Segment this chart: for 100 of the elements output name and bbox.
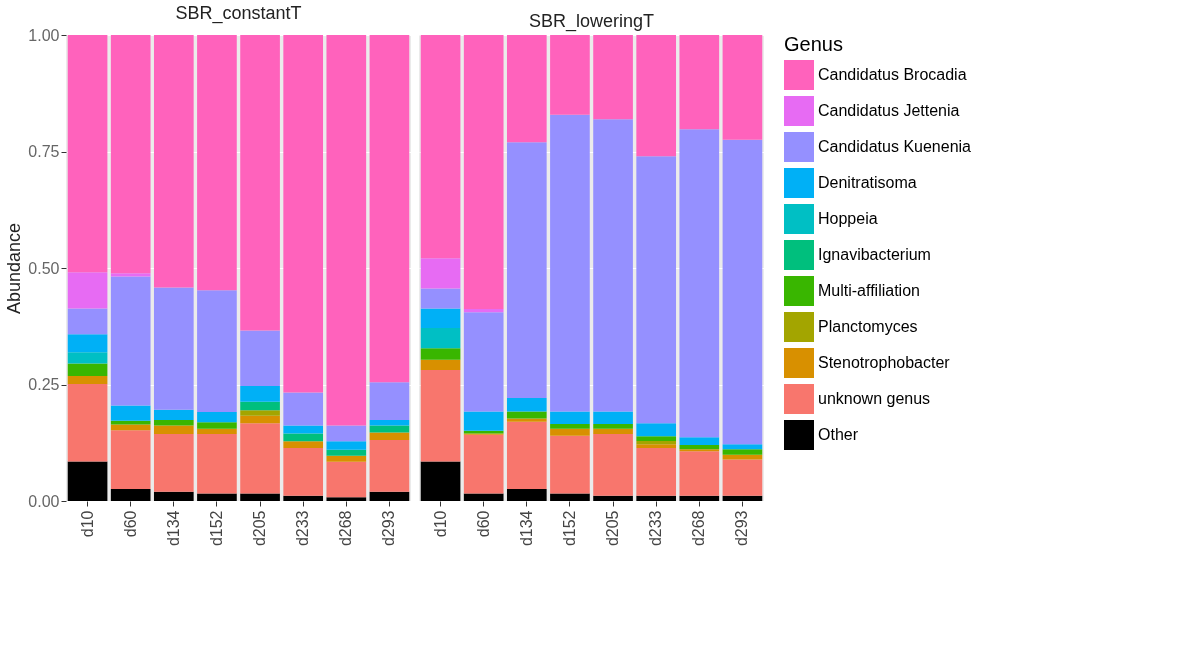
bar bbox=[369, 491, 410, 501]
bar bbox=[197, 428, 237, 434]
bar bbox=[67, 352, 108, 364]
bar bbox=[463, 312, 504, 412]
bar bbox=[593, 35, 633, 120]
bar bbox=[326, 441, 367, 450]
bar bbox=[110, 35, 151, 274]
bar bbox=[110, 276, 151, 406]
bar bbox=[463, 35, 504, 310]
bar bbox=[550, 35, 590, 115]
bar bbox=[67, 35, 108, 273]
bar bbox=[283, 35, 324, 393]
x-tick-label: d205 bbox=[251, 510, 269, 547]
bar bbox=[369, 35, 410, 383]
x-tick-label: d134 bbox=[164, 510, 182, 547]
bar bbox=[197, 433, 237, 494]
bar bbox=[240, 330, 280, 386]
bar bbox=[550, 424, 590, 429]
bar bbox=[593, 433, 633, 496]
bar bbox=[110, 488, 151, 501]
bar bbox=[420, 308, 461, 329]
bar bbox=[153, 425, 194, 434]
x-tick-label: d233 bbox=[647, 510, 665, 547]
bar bbox=[636, 447, 677, 496]
bar bbox=[153, 419, 194, 426]
x-tick-label: d205 bbox=[604, 510, 622, 547]
bar bbox=[550, 493, 590, 501]
bar bbox=[326, 35, 367, 426]
legend-label: Denitratisoma bbox=[818, 174, 917, 191]
bar bbox=[67, 376, 108, 385]
bar bbox=[420, 461, 461, 501]
bar bbox=[506, 142, 547, 399]
bar bbox=[110, 273, 151, 277]
legend-label: Candidatus Kuenenia bbox=[818, 138, 972, 155]
x-tick-label: d293 bbox=[380, 510, 398, 547]
bar bbox=[283, 433, 324, 442]
bar bbox=[506, 488, 547, 501]
legend-label: Multi-affiliation bbox=[818, 282, 920, 299]
bar bbox=[197, 411, 237, 423]
legend-label: Other bbox=[818, 426, 859, 443]
bar bbox=[593, 428, 633, 434]
bar bbox=[722, 444, 763, 450]
bar bbox=[550, 435, 590, 494]
bar bbox=[679, 451, 720, 496]
x-tick-label: d134 bbox=[517, 510, 535, 547]
bar bbox=[153, 409, 194, 420]
bar bbox=[153, 35, 194, 288]
bar bbox=[240, 415, 280, 424]
bar bbox=[593, 411, 633, 425]
bar bbox=[369, 439, 410, 492]
y-tick-label: 0.00 bbox=[28, 492, 60, 510]
bar bbox=[153, 491, 194, 501]
bar bbox=[240, 385, 280, 402]
bar bbox=[722, 35, 763, 140]
bar bbox=[153, 287, 194, 410]
bar bbox=[67, 461, 108, 501]
bar bbox=[420, 348, 461, 360]
chart-title: SBR_loweringT bbox=[528, 11, 655, 32]
bar bbox=[593, 424, 633, 429]
bar bbox=[722, 139, 763, 445]
bar bbox=[369, 432, 410, 440]
bar bbox=[722, 449, 763, 455]
chart-title: SBR_constantT bbox=[175, 3, 302, 24]
bar bbox=[722, 459, 763, 496]
bar bbox=[326, 455, 367, 462]
y-axis-title: Abundance bbox=[4, 222, 25, 315]
x-tick-label: d10 bbox=[431, 510, 449, 538]
legend-label: Planctomyces bbox=[818, 318, 918, 335]
bar bbox=[722, 495, 763, 501]
bar bbox=[550, 411, 590, 425]
x-tick-label: d152 bbox=[207, 510, 225, 547]
bar bbox=[326, 449, 367, 456]
bar bbox=[110, 430, 151, 489]
bar bbox=[506, 411, 547, 419]
bar bbox=[197, 493, 237, 501]
legend-label: Candidatus Jettenia bbox=[818, 102, 960, 119]
bar bbox=[240, 423, 280, 494]
bar bbox=[420, 370, 461, 462]
y-tick-label: 0.25 bbox=[28, 376, 60, 393]
y-tick-label: 0.50 bbox=[28, 259, 60, 277]
bar bbox=[506, 35, 547, 143]
bar bbox=[326, 497, 367, 501]
x-tick-label: d152 bbox=[560, 510, 578, 547]
bar bbox=[197, 290, 237, 412]
bar bbox=[506, 421, 547, 489]
bar bbox=[326, 425, 367, 442]
bar bbox=[679, 445, 720, 450]
bar bbox=[636, 495, 677, 501]
bar bbox=[420, 35, 461, 259]
bar bbox=[463, 411, 504, 431]
y-tick-label: 0.75 bbox=[28, 143, 60, 160]
bar bbox=[722, 454, 763, 460]
x-tick-label: d60 bbox=[474, 510, 492, 538]
bar bbox=[550, 114, 590, 412]
legend-label: Hoppeia bbox=[818, 210, 878, 227]
bar bbox=[283, 441, 324, 448]
bar bbox=[506, 418, 547, 422]
bar bbox=[636, 436, 677, 441]
bar bbox=[636, 156, 677, 424]
legend-label: Candidatus Brocadia bbox=[818, 66, 967, 83]
